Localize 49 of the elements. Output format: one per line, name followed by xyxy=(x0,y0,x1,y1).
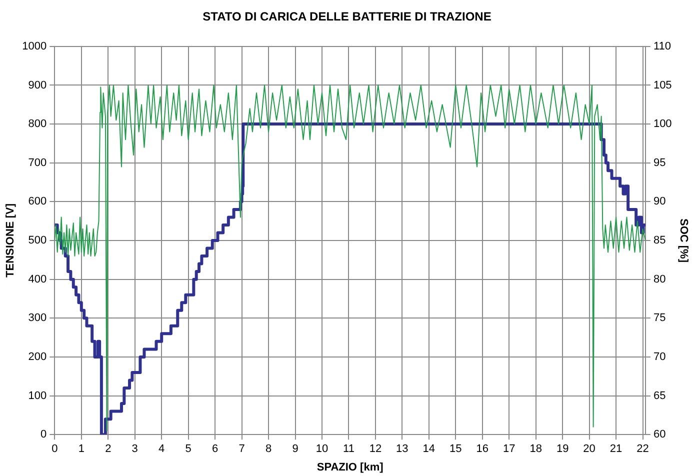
x-tick-label: 6 xyxy=(212,443,218,456)
x-tick-label: 7 xyxy=(238,443,245,456)
x-tick-label: 14 xyxy=(422,443,436,456)
x-tick-label: 0 xyxy=(52,443,58,456)
y-axis-title: TENSIONE [V] xyxy=(4,203,17,278)
y2-tick-label: 110 xyxy=(653,40,671,52)
chart-title: STATO DI CARICA DELLE BATTERIE DI TRAZIONE xyxy=(202,10,492,24)
x-tick-label: 5 xyxy=(185,443,192,456)
y2-tick-label: 60 xyxy=(653,428,666,441)
y2-tick-label: 95 xyxy=(653,156,666,169)
x-tick-label: 22 xyxy=(636,443,649,456)
y-tick-label: 900 xyxy=(28,79,47,92)
x-tick-label: 8 xyxy=(265,443,272,456)
x-tick-label: 17 xyxy=(502,443,516,456)
x-tick-label: 19 xyxy=(556,443,569,456)
x-tick-label: 3 xyxy=(132,443,138,456)
y2-tick-label: 65 xyxy=(653,390,666,402)
y-tick-label: 500 xyxy=(28,234,47,247)
x-tick-label: 1 xyxy=(78,443,84,456)
y2-tick-label: 70 xyxy=(653,350,666,363)
x-tick-label: 9 xyxy=(292,443,298,456)
y2-tick-label: 100 xyxy=(653,118,672,130)
y2-axis-title: SOC [%] xyxy=(677,218,690,263)
x-tick-label: 4 xyxy=(158,443,165,456)
y2-tick-label: 105 xyxy=(653,79,672,92)
x-tick-label: 13 xyxy=(396,443,408,456)
x-tick-label: 18 xyxy=(530,443,542,456)
y-tick-label: 1000 xyxy=(22,40,47,52)
x-tick-label: 20 xyxy=(583,443,596,456)
y2-tick-label: 80 xyxy=(653,273,666,286)
y-tick-label: 600 xyxy=(28,196,47,208)
x-tick-label: 11 xyxy=(343,443,354,456)
x-axis-title: SPAZIO [km] xyxy=(316,461,384,474)
x-tick-label: 12 xyxy=(369,443,382,456)
y-tick-label: 700 xyxy=(28,156,47,169)
x-tick-label: 21 xyxy=(610,443,622,456)
y-tick-label: 0 xyxy=(40,428,47,441)
x-tick-label: 2 xyxy=(105,443,112,456)
y-tick-label: 300 xyxy=(28,312,47,324)
y2-tick-label: 90 xyxy=(653,196,666,208)
y-tick-label: 100 xyxy=(28,390,47,402)
y2-tick-label: 85 xyxy=(653,234,666,247)
y-tick-label: 200 xyxy=(28,350,47,363)
y2-tick-label: 75 xyxy=(653,312,666,324)
y-tick-label: 400 xyxy=(28,273,47,286)
x-tick-label: 15 xyxy=(450,443,462,456)
y-tick-label: 800 xyxy=(28,118,47,130)
x-tick-label: 16 xyxy=(476,443,489,456)
x-tick-label: 10 xyxy=(316,443,328,456)
